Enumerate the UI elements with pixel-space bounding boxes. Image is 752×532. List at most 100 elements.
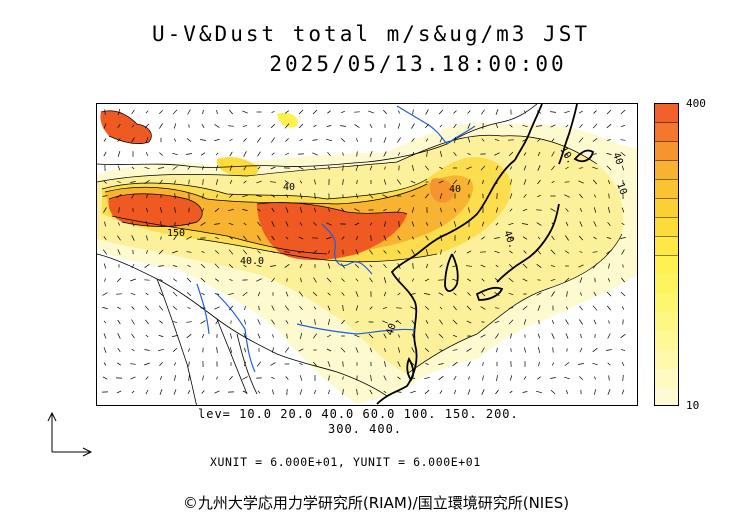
wind-arrow: [620, 109, 626, 115]
wind-arrow: [327, 389, 331, 395]
colorbar-max-label: 400: [686, 97, 706, 110]
wind-arrow: [410, 293, 416, 295]
wind-arrow: [607, 221, 611, 227]
wind-arrow: [284, 123, 290, 129]
wind-arrow: [202, 193, 204, 199]
dust-region-ne-hotspot: [430, 178, 455, 203]
wind-arrow: [396, 391, 402, 393]
wind-arrow: [495, 109, 499, 115]
wind-arrow: [298, 291, 304, 297]
wind-arrow: [550, 264, 556, 268]
wind-arrow: [424, 376, 430, 380]
wind-arrow: [620, 349, 626, 351]
wind-arrow: [508, 236, 514, 240]
wind-arrow: [271, 376, 275, 380]
wind-arrow: [523, 179, 527, 185]
wind-arrow: [160, 221, 162, 227]
wind-arrow: [398, 110, 400, 114]
wind-arrow: [522, 263, 528, 269]
wind-arrow: [186, 138, 192, 142]
wind-arrow: [285, 320, 289, 324]
wind-arrow: [370, 235, 372, 241]
wind-arrow: [452, 179, 458, 185]
wind-arrow: [411, 347, 415, 353]
wind-arrow: [550, 377, 556, 379]
wind-arrow: [453, 123, 457, 129]
wind-arrow: [144, 362, 150, 366]
wind-arrow: [536, 222, 542, 226]
wind-arrow: [103, 320, 107, 324]
wind-arrow: [257, 235, 261, 241]
wind-arrow: [314, 192, 316, 200]
wind-arrow: [214, 139, 220, 141]
wind-arrow: [312, 250, 318, 254]
wind-arrow: [592, 347, 598, 353]
wind-arrow: [564, 277, 570, 283]
wind-arrow: [425, 263, 429, 269]
wind-arrow: [480, 334, 486, 338]
wind-arrow: [258, 305, 260, 311]
wind-arrow: [285, 138, 289, 142]
wind-arrow: [242, 390, 248, 394]
wind-arrow: [383, 375, 387, 381]
wind-arrow: [103, 207, 107, 213]
wind-arrow: [425, 123, 429, 129]
wind-arrow: [242, 249, 248, 255]
wind-arrow: [172, 291, 178, 297]
wind-arrow: [452, 334, 458, 338]
wind-arrow: [173, 123, 177, 129]
wind-arrow: [439, 390, 443, 394]
wind-arrow: [327, 208, 331, 212]
wind-arrow: [438, 109, 444, 115]
wind-arrow: [482, 179, 484, 185]
wind-arrow: [523, 152, 527, 156]
wind-arrow: [467, 137, 471, 143]
wind-arrow: [116, 390, 122, 394]
wind-arrow: [160, 236, 162, 240]
wind-arrow: [411, 165, 415, 171]
wind-arrow: [341, 278, 345, 282]
wind-arrow: [271, 221, 275, 227]
wind-arrow: [256, 195, 262, 197]
wind-arrow: [271, 137, 275, 143]
wind-arrow: [592, 251, 598, 253]
wind-arrow: [537, 194, 541, 198]
wind-arrow: [397, 207, 401, 213]
wind-arrow: [186, 333, 192, 339]
dust-region-high-west: [108, 193, 203, 227]
wind-arrow: [326, 222, 332, 226]
wind-arrow: [228, 208, 234, 212]
wind-arrow: [550, 249, 556, 255]
wind-arrow: [382, 306, 388, 310]
wind-arrow: [522, 305, 528, 311]
wind-arrow: [384, 361, 386, 367]
wind-arrow: [312, 139, 318, 141]
wind-arrow: [257, 390, 261, 394]
wind-arrow: [300, 277, 302, 283]
wind-arrow: [509, 124, 513, 128]
wind-arrow: [117, 138, 121, 142]
wind-arrow: [131, 109, 135, 115]
wind-arrow: [550, 389, 556, 395]
wind-arrow: [299, 207, 303, 213]
wind-arrow: [285, 236, 289, 240]
wind-arrow: [228, 249, 234, 255]
wind-arrow: [341, 319, 345, 325]
wind-arrow: [298, 236, 304, 240]
wind-arrow: [214, 208, 220, 212]
wind-arrow: [340, 207, 346, 213]
wind-arrow: [620, 124, 626, 128]
wind-arrow: [494, 320, 500, 324]
wind-arrow: [622, 374, 624, 382]
wind-arrow: [578, 180, 584, 184]
colorbar-segment: [655, 198, 678, 219]
wind-arrow: [327, 151, 331, 157]
wind-arrow: [426, 151, 428, 157]
wind-arrow: [271, 277, 275, 283]
colorbar-segment: [655, 388, 678, 405]
wind-arrow: [620, 139, 626, 141]
wind-arrow: [117, 150, 121, 158]
wind-arrow: [186, 321, 192, 323]
wind-arrow: [158, 291, 164, 297]
wind-arrow: [411, 123, 415, 129]
